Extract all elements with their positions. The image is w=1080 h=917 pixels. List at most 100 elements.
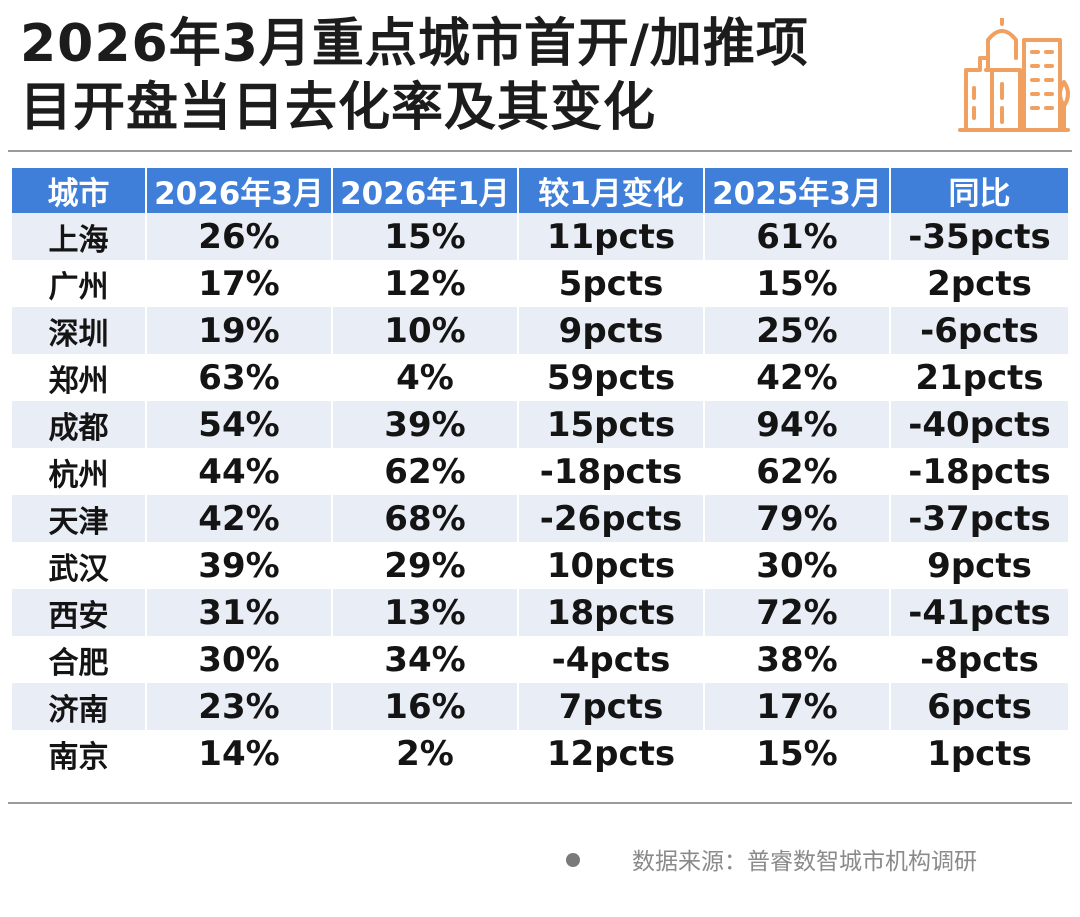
value-cell: 15% [332,213,519,260]
value-cell: 6pcts [890,683,1068,730]
value-cell: 2pcts [890,260,1068,307]
value-cell: 42% [146,495,333,542]
value-cell: 10% [332,307,519,354]
value-cell: 23% [146,683,333,730]
value-cell: 1pcts [890,730,1068,777]
value-cell: 38% [704,636,891,683]
value-cell: 26% [146,213,333,260]
column-header: 2025年3月 [704,168,891,213]
value-cell: -41pcts [890,589,1068,636]
value-cell: 16% [332,683,519,730]
value-cell: 25% [704,307,891,354]
value-cell: -4pcts [518,636,705,683]
value-cell: 15% [704,260,891,307]
table-row: 成都 54% 39% 15pcts 94% -40pcts [12,401,1068,448]
header-row: 城市 2026年3月 2026年1月 较1月变化 2025年3月 同比 [12,168,1068,213]
value-cell: 94% [704,401,891,448]
top-divider [8,150,1072,152]
table-row: 济南 23% 16% 7pcts 17% 6pcts [12,683,1068,730]
column-header: 城市 [12,168,147,213]
bottom-divider [8,802,1072,804]
table-row: 天津 42% 68% -26pcts 79% -37pcts [12,495,1068,542]
value-cell: 18pcts [518,589,705,636]
value-cell: 2% [332,730,519,777]
city-cell: 南京 [12,730,147,777]
city-buildings-icon [958,18,1070,132]
value-cell: 15% [704,730,891,777]
value-cell: 17% [146,260,333,307]
bullet-dot-icon [566,852,580,867]
column-header: 较1月变化 [518,168,705,213]
table-row: 上海 26% 15% 11pcts 61% -35pcts [12,213,1068,260]
value-cell: -18pcts [518,448,705,495]
page-title: 2026年3月重点城市首开/加推项 目开盘当日去化率及其变化 [20,12,940,140]
table-row: 深圳 19% 10% 9pcts 25% -6pcts [12,307,1068,354]
value-cell: 62% [332,448,519,495]
value-cell: 42% [704,354,891,401]
city-cell: 杭州 [12,448,147,495]
source-note: 数据来源：普睿数智城市机构调研 [566,842,977,876]
value-cell: 72% [704,589,891,636]
value-cell: 61% [704,213,891,260]
city-cell: 天津 [12,495,147,542]
column-header: 2026年1月 [332,168,519,213]
city-cell: 深圳 [12,307,147,354]
value-cell: -40pcts [890,401,1068,448]
value-cell: -18pcts [890,448,1068,495]
value-cell: 13% [332,589,519,636]
value-cell: 68% [332,495,519,542]
value-cell: 19% [146,307,333,354]
source-text: 数据来源：普睿数智城市机构调研 [632,849,977,875]
table-row: 杭州 44% 62% -18pcts 62% -18pcts [12,448,1068,495]
value-cell: -26pcts [518,495,705,542]
city-cell: 济南 [12,683,147,730]
value-cell: 4% [332,354,519,401]
table-row: 武汉 39% 29% 10pcts 30% 9pcts [12,542,1068,589]
city-cell: 武汉 [12,542,147,589]
value-cell: 30% [704,542,891,589]
value-cell: -35pcts [890,213,1068,260]
value-cell: 79% [704,495,891,542]
column-header: 同比 [890,168,1068,213]
city-cell: 郑州 [12,354,147,401]
title-line-2: 目开盘当日去化率及其变化 [20,78,657,138]
value-cell: 5pcts [518,260,705,307]
city-cell: 上海 [12,213,147,260]
value-cell: 39% [332,401,519,448]
value-cell: 30% [146,636,333,683]
value-cell: 62% [704,448,891,495]
value-cell: -6pcts [890,307,1068,354]
table-row: 南京 14% 2% 12pcts 15% 1pcts [12,730,1068,777]
value-cell: 34% [332,636,519,683]
value-cell: 10pcts [518,542,705,589]
value-cell: 15pcts [518,401,705,448]
value-cell: -8pcts [890,636,1068,683]
value-cell: 63% [146,354,333,401]
city-cell: 成都 [12,401,147,448]
value-cell: 31% [146,589,333,636]
value-cell: 12pcts [518,730,705,777]
data-table: 城市 2026年3月 2026年1月 较1月变化 2025年3月 同比 上海 26% 15% 1… [12,168,1068,777]
title-line-1: 2026年3月重点城市首开/加推项 [20,14,809,74]
value-cell: 29% [332,542,519,589]
table-row: 西安 31% 13% 18pcts 72% -41pcts [12,589,1068,636]
value-cell: 11pcts [518,213,705,260]
value-cell: 39% [146,542,333,589]
value-cell: -37pcts [890,495,1068,542]
value-cell: 7pcts [518,683,705,730]
table-row: 合肥 30% 34% -4pcts 38% -8pcts [12,636,1068,683]
value-cell: 54% [146,401,333,448]
value-cell: 12% [332,260,519,307]
column-header: 2026年3月 [146,168,333,213]
city-cell: 广州 [12,260,147,307]
table-row: 广州 17% 12% 5pcts 15% 2pcts [12,260,1068,307]
value-cell: 9pcts [890,542,1068,589]
value-cell: 17% [704,683,891,730]
value-cell: 14% [146,730,333,777]
city-cell: 西安 [12,589,147,636]
value-cell: 9pcts [518,307,705,354]
city-cell: 合肥 [12,636,147,683]
table-row: 郑州 63% 4% 59pcts 42% 21pcts [12,354,1068,401]
value-cell: 21pcts [890,354,1068,401]
value-cell: 44% [146,448,333,495]
